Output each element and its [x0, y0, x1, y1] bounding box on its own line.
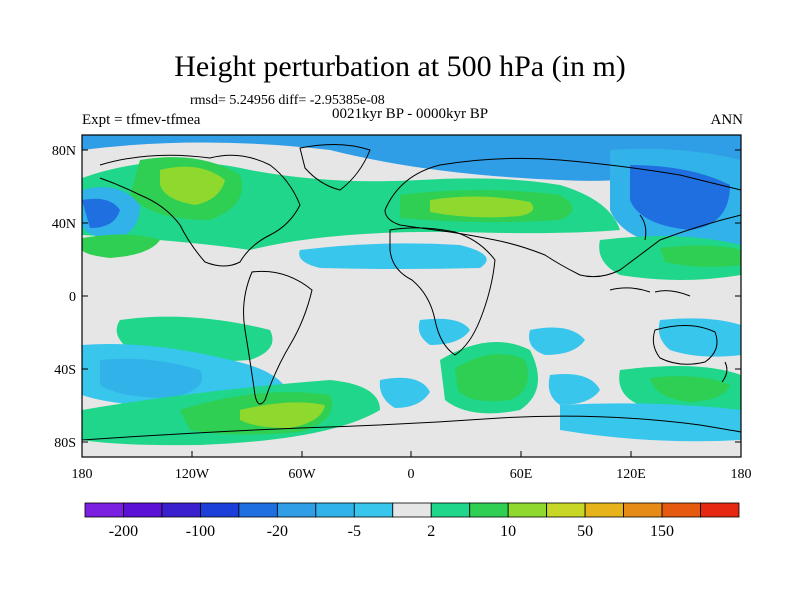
lat-label-40n: 40N — [52, 217, 76, 232]
lon-label-120e: 120E — [616, 467, 646, 482]
contour-band — [379, 377, 430, 408]
colorbar-box — [276, 502, 317, 518]
lat-label-40s: 40S — [54, 363, 76, 378]
plot-title: Height perturbation at 500 hPa (in m) — [174, 50, 626, 83]
colorbar-box — [469, 502, 509, 518]
south-america-coast — [243, 270, 313, 405]
stats-line: rmsd= 5.24956 diff= -2.95385e-08 — [190, 93, 385, 108]
greenland-coast — [299, 143, 371, 191]
colorbar-box — [584, 502, 624, 518]
colorbar-labels: -200 -100 -20 -5 2 10 50 150 — [109, 523, 674, 540]
lon-label-60e: 60E — [510, 467, 533, 482]
colorbar-label: 150 — [650, 523, 674, 540]
contour-band — [160, 166, 225, 205]
lon-label-60w: 60W — [288, 467, 316, 482]
colorbar — [84, 502, 740, 518]
lon-label-180w: 180 — [72, 467, 93, 482]
contour-band — [100, 358, 202, 398]
lat-label-0: 0 — [69, 290, 76, 305]
contour-band — [650, 376, 730, 402]
lon-axis: 180 120W 60W 0 60E 120E 180 — [72, 451, 752, 482]
colorbar-box — [353, 502, 394, 518]
contour-band — [529, 327, 585, 355]
lon-label-180e: 180 — [731, 467, 752, 482]
australia-coast — [652, 325, 718, 365]
colorbar-box — [392, 502, 432, 518]
contour-band — [548, 374, 600, 405]
contour-band — [82, 135, 741, 181]
eurasia-coast — [384, 157, 741, 278]
colorbar-box — [161, 502, 201, 518]
colorbar-box — [623, 502, 663, 518]
colorbar-label: -100 — [186, 523, 215, 540]
north-america-coast — [99, 154, 301, 267]
lon-label-0: 0 — [408, 467, 415, 482]
colorbar-box — [123, 502, 163, 518]
contour-band — [660, 245, 741, 267]
lon-label-120w: 120W — [175, 467, 210, 482]
colorbar-box — [430, 502, 471, 518]
colorbar-label: 50 — [577, 523, 593, 540]
colorbar-box — [315, 502, 355, 518]
contour-band — [455, 354, 528, 402]
colorbar-label: -200 — [109, 523, 138, 540]
contour-band — [430, 196, 534, 218]
colorbar-box — [507, 502, 548, 518]
colorbar-box — [238, 502, 278, 518]
season-label: ANN — [710, 112, 744, 128]
contour-band — [240, 402, 325, 428]
colorbar-box — [661, 502, 701, 518]
colorbar-label: 10 — [500, 523, 516, 540]
colorbar-label: -20 — [267, 523, 288, 540]
contour-band — [82, 198, 120, 228]
japan-coast — [639, 214, 647, 241]
contour-band — [82, 234, 160, 258]
indonesia-coast — [609, 287, 691, 297]
colorbar-label: -5 — [348, 523, 361, 540]
new-zealand-coast — [721, 361, 728, 383]
colorbar-box — [200, 502, 240, 518]
lat-label-80s: 80S — [54, 436, 76, 451]
colorbar-box — [84, 502, 124, 518]
contour-band — [418, 318, 470, 345]
colorbar-box — [700, 502, 740, 518]
contour-band — [560, 403, 741, 442]
contour-band — [658, 318, 741, 357]
experiment-label: Expt = tfmev-tfmea — [82, 112, 201, 128]
africa-coast — [389, 227, 496, 356]
period-label: 0021kyr BP - 0000kyr BP — [331, 106, 489, 122]
coastlines — [82, 143, 741, 441]
colorbar-box — [546, 502, 586, 518]
lat-axis: 80N 40N 0 40S 80S — [52, 144, 741, 451]
colorbar-label: 2 — [427, 523, 435, 540]
contour-field — [82, 135, 741, 457]
contour-band — [299, 243, 487, 269]
antarctica-coast — [82, 415, 741, 441]
lat-label-80n: 80N — [52, 144, 76, 159]
